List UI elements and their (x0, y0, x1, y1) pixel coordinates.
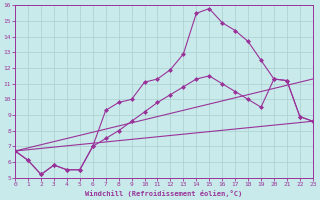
X-axis label: Windchill (Refroidissement éolien,°C): Windchill (Refroidissement éolien,°C) (85, 190, 243, 197)
